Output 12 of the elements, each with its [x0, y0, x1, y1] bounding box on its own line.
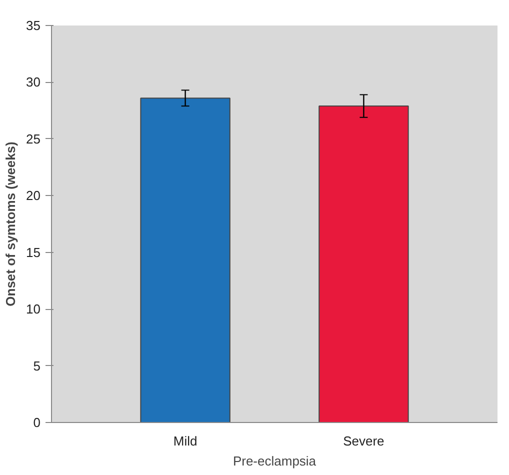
y-tick-label: 5	[33, 358, 41, 374]
y-tick-label: 35	[26, 18, 41, 33]
y-tick-label: 20	[26, 188, 41, 204]
y-tick-label: 30	[26, 74, 41, 90]
x-tick-label: Severe	[343, 434, 384, 448]
x-axis-title: Pre-eclampsia	[232, 454, 317, 468]
y-tick-label: 15	[26, 244, 41, 260]
y-tick-label: 25	[26, 131, 41, 146]
y-axis-title: Onset of symtoms (weeks)	[3, 142, 18, 306]
y-tick-label: 0	[33, 415, 41, 430]
y-tick-label: 10	[26, 302, 41, 317]
x-tick-label: Mild	[173, 434, 198, 448]
